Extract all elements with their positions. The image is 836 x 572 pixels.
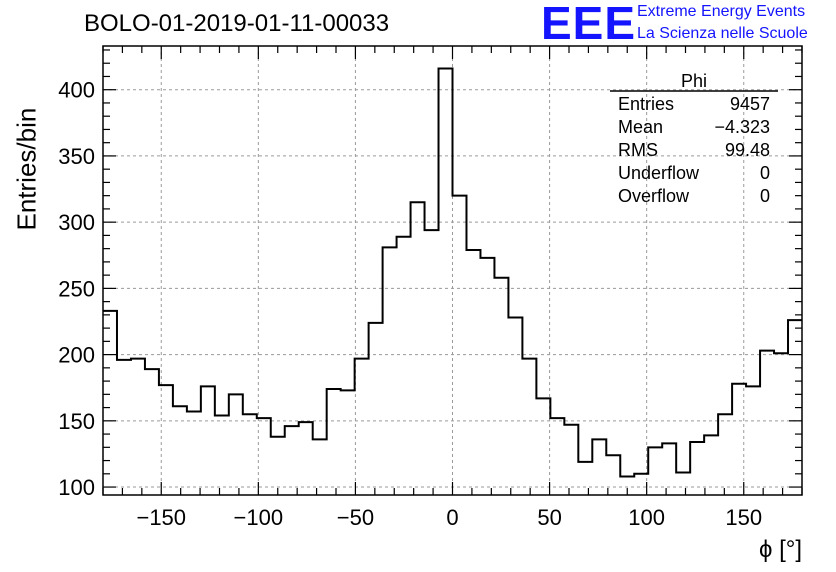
x-tick-label: −150	[136, 505, 186, 530]
y-tick-label: 300	[58, 210, 95, 235]
x-tick-label: 100	[628, 505, 665, 530]
y-tick-label: 250	[58, 276, 95, 301]
y-tick-label: 400	[58, 78, 95, 103]
axis-ticks	[102, 46, 803, 495]
x-tick-label: 0	[446, 505, 458, 530]
histogram-line	[103, 67, 802, 478]
y-tick-label: 150	[58, 409, 95, 434]
stats-value-rms: 99.48	[725, 140, 770, 160]
stats-value-underflow: 0	[760, 163, 770, 183]
y-tick-label: 350	[58, 144, 95, 169]
stats-value-entries: 9457	[730, 94, 770, 114]
x-tick-label: −50	[337, 505, 374, 530]
x-axis-label: ϕ [°]	[758, 536, 802, 563]
y-tick-label: 200	[58, 343, 95, 368]
stats-box: Phi Entries 9457 Mean −4.323 RMS 99.48 U…	[610, 71, 778, 206]
x-tick-label: −100	[234, 505, 284, 530]
stats-value-overflow: 0	[760, 186, 770, 206]
x-tick-label: 150	[725, 505, 762, 530]
logo-line-2: La Scienza nelle Scuole	[637, 25, 808, 42]
x-tick-label: 50	[537, 505, 561, 530]
stats-label-mean: Mean	[618, 117, 663, 137]
stats-label-rms: RMS	[618, 140, 658, 160]
logo-line-1: Extreme Energy Events	[637, 3, 806, 20]
plot-frame	[102, 45, 803, 496]
stats-title: Phi	[681, 71, 707, 91]
axis-tick-labels: −150 −100 −50 0 50 100 150 100 150 200 250 300 350 40…	[58, 78, 762, 530]
y-tick-label: 100	[58, 475, 95, 500]
chart-title: BOLO-01-2019-01-11-00033	[84, 10, 390, 37]
y-axis-label: Entries/bin	[11, 107, 42, 231]
stats-label-entries: Entries	[618, 94, 674, 114]
stats-value-mean: −4.323	[714, 117, 770, 137]
stats-label-overflow: Overflow	[618, 186, 690, 206]
eee-logo: EEE	[541, 0, 637, 49]
stats-label-underflow: Underflow	[618, 163, 700, 183]
